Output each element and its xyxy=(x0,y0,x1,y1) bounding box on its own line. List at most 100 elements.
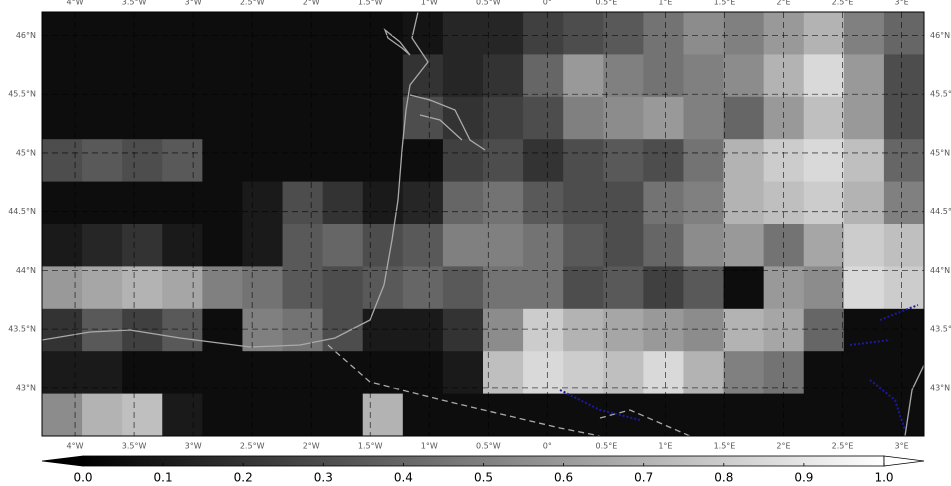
cell xyxy=(723,96,765,140)
x-tick-label-top: 1°W xyxy=(421,0,438,7)
cell xyxy=(643,139,684,183)
x-tick-label: 1°E xyxy=(658,442,672,451)
cell xyxy=(603,54,644,98)
cell xyxy=(763,54,805,98)
x-tick-label-top: 2°W xyxy=(303,0,320,7)
cell xyxy=(242,96,284,140)
cell xyxy=(402,393,444,436)
cell xyxy=(82,393,123,436)
cell xyxy=(563,54,604,98)
cell xyxy=(162,54,203,98)
cell xyxy=(442,181,484,225)
cell xyxy=(843,54,885,98)
x-tick-label: 0.5°E xyxy=(595,442,617,451)
cell xyxy=(603,12,644,55)
x-tick-label-top: 3°E xyxy=(894,0,908,7)
cell xyxy=(763,12,805,55)
cell xyxy=(723,308,765,352)
cell xyxy=(42,393,83,436)
cell xyxy=(523,181,564,225)
cell xyxy=(523,351,564,395)
x-tick-label: 3°W xyxy=(185,442,202,451)
cell xyxy=(402,181,444,225)
cell xyxy=(763,181,805,225)
cell xyxy=(643,12,684,55)
coastlines xyxy=(42,12,924,436)
cell xyxy=(523,393,564,436)
cell xyxy=(442,224,484,267)
cell xyxy=(362,351,404,395)
cell xyxy=(42,181,83,225)
x-tick-label-top: 0° xyxy=(543,0,552,7)
x-tick-label-top: 1.5°W xyxy=(358,0,383,7)
cell xyxy=(803,54,845,98)
x-tick-label-top: 0.5°E xyxy=(595,0,617,7)
cell xyxy=(282,96,324,140)
cell xyxy=(282,266,324,310)
cell xyxy=(723,181,765,225)
cell xyxy=(603,96,644,140)
cell xyxy=(643,393,684,436)
colorbar-tick-label: 1.0 xyxy=(874,471,893,485)
cell xyxy=(82,181,123,225)
cell xyxy=(402,96,444,140)
x-tick-label: 4°W xyxy=(67,442,84,451)
x-tick-label: 1.5°W xyxy=(358,442,383,451)
coastline xyxy=(904,364,924,436)
cell xyxy=(603,139,644,183)
cell xyxy=(242,393,284,436)
cell xyxy=(883,224,924,267)
cell xyxy=(442,266,484,310)
cell xyxy=(883,266,924,310)
cell xyxy=(643,54,684,98)
cell xyxy=(563,351,604,395)
cell xyxy=(202,393,243,436)
cell xyxy=(643,351,684,395)
cell xyxy=(242,266,284,310)
cell xyxy=(523,139,564,183)
colorbar-extend-low xyxy=(41,455,84,467)
x-tick-label: 3.5°W xyxy=(122,442,147,451)
x-tick-label: 2°W xyxy=(303,442,320,451)
x-tick-label-top: 1°E xyxy=(658,0,672,7)
cell xyxy=(42,96,83,140)
cell xyxy=(322,181,364,225)
cell xyxy=(643,96,684,140)
cell xyxy=(362,96,404,140)
cell xyxy=(843,308,885,352)
cell xyxy=(483,266,524,310)
x-tick-label: 2°E xyxy=(776,442,790,451)
cell xyxy=(322,139,364,183)
cell xyxy=(883,12,924,55)
cell xyxy=(843,96,885,140)
colorbar-tick-label: 0.1 xyxy=(154,471,173,485)
cell xyxy=(42,224,83,267)
cell xyxy=(82,54,123,98)
cell xyxy=(843,139,885,183)
cell xyxy=(442,393,484,436)
colorbar-tick-label: 0.0 xyxy=(73,471,92,485)
cell xyxy=(202,54,243,98)
x-tick-label: 1.5°E xyxy=(714,442,736,451)
cell xyxy=(763,308,805,352)
cell xyxy=(442,351,484,395)
cell xyxy=(723,139,765,183)
cell xyxy=(42,266,83,310)
cell xyxy=(242,139,284,183)
cell xyxy=(523,54,564,98)
cell xyxy=(803,96,845,140)
cell xyxy=(322,96,364,140)
cell xyxy=(362,54,404,98)
cell xyxy=(843,224,885,267)
y-tick-label-right: 46°N xyxy=(930,31,950,40)
cell xyxy=(683,12,725,55)
cell xyxy=(843,351,885,395)
cell xyxy=(362,308,404,352)
cell xyxy=(402,351,444,395)
cell xyxy=(242,54,284,98)
x-tick-label-top: 2.5°E xyxy=(832,0,854,7)
cell xyxy=(402,224,444,267)
x-tick-label: 2.5°W xyxy=(240,442,265,451)
y-tick-label: 44.5°N xyxy=(8,207,36,216)
cell xyxy=(723,351,765,395)
